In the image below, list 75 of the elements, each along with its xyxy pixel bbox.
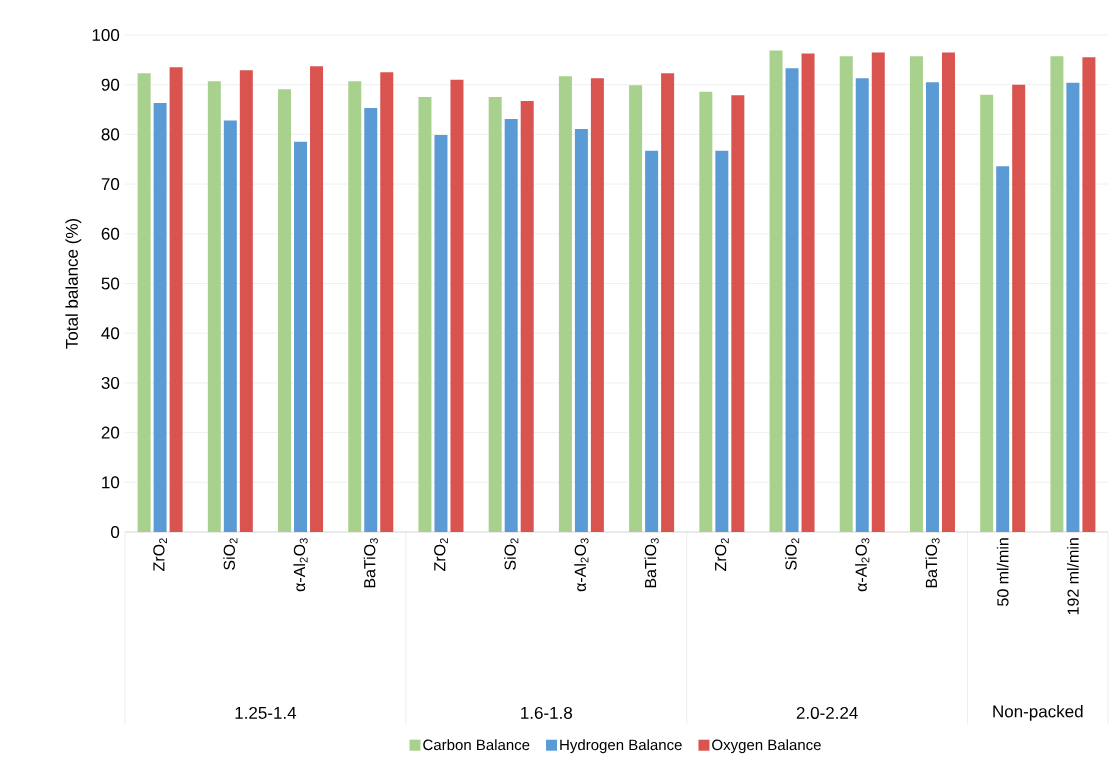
bar <box>855 78 869 532</box>
text: 2.0-2.24 <box>796 706 858 719</box>
x-tick-label: BaTiO$_{3}$ <box>363 538 378 588</box>
bar <box>661 73 675 532</box>
bar <box>1066 82 1080 532</box>
bar <box>715 150 729 532</box>
y-tick-label: 0 <box>111 525 120 539</box>
bar <box>169 67 183 532</box>
text: 1.25-1.4 <box>235 706 297 719</box>
bar <box>434 134 448 532</box>
bar <box>137 73 151 532</box>
bar <box>520 101 534 532</box>
bar <box>645 150 659 532</box>
bar <box>207 81 221 532</box>
bar <box>1050 56 1064 532</box>
bar <box>488 97 502 532</box>
bar <box>1012 84 1026 532</box>
y-tick-label: 90 <box>101 78 120 91</box>
bar <box>364 108 378 532</box>
bar <box>769 50 783 532</box>
y-tick-label: 80 <box>101 128 120 141</box>
bar <box>996 166 1010 532</box>
bar <box>699 91 713 532</box>
bar <box>380 72 394 532</box>
bar <box>801 53 815 532</box>
bar <box>153 103 167 532</box>
legend-label: Hydrogen Balance <box>560 739 682 754</box>
bar <box>909 56 923 532</box>
y-tick-label: 20 <box>101 426 120 439</box>
bar <box>629 85 643 532</box>
text: Non-packed <box>993 704 1083 721</box>
x-tick-label: BaTiO$_{3}$ <box>925 538 940 588</box>
y-tick-label: 70 <box>101 178 120 191</box>
y-axis-title: Total balance (%) <box>65 218 82 349</box>
bar <box>450 79 464 532</box>
bar <box>310 66 324 532</box>
y-tick-label: 30 <box>101 376 120 389</box>
x-tick-label: SiO$_{2}$ <box>784 538 800 570</box>
legend-label: Carbon Balance <box>423 739 530 751</box>
x-tick-label: ZrO$_{2}$ <box>714 538 729 571</box>
bar <box>574 128 588 532</box>
y-tick-label: 60 <box>101 227 120 240</box>
bar <box>558 76 572 532</box>
x-tick-label: α-Al$_{2}$O$_{3}$ <box>574 538 589 592</box>
bar <box>1082 57 1096 532</box>
bar <box>871 52 885 532</box>
text: 1.6-1.8 <box>521 706 573 719</box>
x-tick-label: BaTiO$_{3}$ <box>644 538 659 588</box>
y-tick-label: 50 <box>101 277 120 290</box>
bar <box>418 97 432 532</box>
bar <box>348 81 362 532</box>
x-tick-label: ZrO$_{2}$ <box>153 538 167 571</box>
x-tick-label: SiO$_{2}$ <box>504 538 519 570</box>
bar <box>785 68 799 532</box>
bar <box>980 94 994 532</box>
bar <box>294 141 308 532</box>
x-tick-label: α-Al$_{2}$O$_{3}$ <box>855 538 870 592</box>
bar <box>941 52 955 532</box>
x-tick-label: 192 ml/min <box>1067 538 1079 615</box>
bar <box>590 78 604 532</box>
y-tick-label: 100 <box>92 28 120 42</box>
bar <box>839 56 853 532</box>
y-tick-label: 10 <box>102 476 120 489</box>
x-tick-label: α-Al$_{2}$O$_{3}$ <box>293 538 308 592</box>
bar <box>925 82 939 532</box>
bar <box>504 118 518 532</box>
x-tick-label: SiO$_{2}$ <box>223 538 238 570</box>
bar <box>731 95 745 532</box>
legend-label: Oxygen Balance <box>712 739 821 754</box>
y-tick-label: 40 <box>101 327 120 340</box>
x-tick-label: ZrO$_{2}$ <box>434 538 448 571</box>
x-tick-label: 50 ml/min <box>996 538 1009 606</box>
bar <box>239 70 253 532</box>
bar <box>278 89 292 532</box>
bar <box>223 120 237 532</box>
